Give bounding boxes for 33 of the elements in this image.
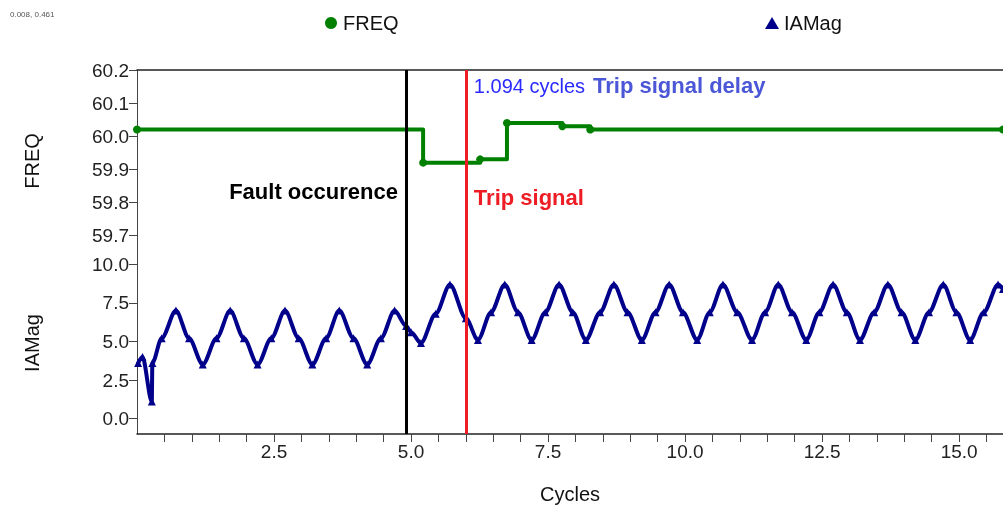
annotation: 1.094 cycles — [473, 75, 586, 97]
x-tick-label: 5.0 — [397, 441, 425, 462]
point — [586, 125, 595, 134]
point — [502, 118, 511, 127]
y-axis-title: FREQ — [21, 133, 43, 189]
legend-label: FREQ — [343, 12, 399, 34]
y-tick-label: 2.5 — [102, 369, 129, 391]
x-tick-label: 12.5 — [803, 441, 841, 462]
point — [476, 155, 485, 164]
legend-label: IAMag — [784, 12, 842, 34]
x-tick-label: 10.0 — [666, 441, 704, 462]
ref-line-label: Fault occurence — [229, 178, 398, 204]
y-tick-label: 59.7 — [92, 224, 129, 246]
y-tick-label: 7.5 — [102, 292, 129, 314]
x-tick-label: 7.5 — [534, 441, 562, 462]
point — [419, 158, 428, 167]
x-tick-label: 15.0 — [940, 441, 978, 462]
point — [558, 122, 567, 131]
text: 0.008, 0.461 — [10, 9, 56, 19]
x-tick-label: 2.5 — [260, 441, 288, 462]
ref-line-label: Trip signal — [473, 184, 584, 210]
x-axis-title: Cycles — [539, 483, 601, 505]
y-tick-label: 10.0 — [92, 253, 129, 275]
y-tick-label: 59.8 — [92, 191, 129, 213]
y-tick-label: 60.1 — [92, 92, 129, 114]
y-tick-label: 60.2 — [92, 59, 129, 81]
annotation: Trip signal delay — [593, 72, 767, 98]
y-tick-label: 60.0 — [92, 125, 129, 147]
y-tick-label: 59.9 — [92, 158, 129, 180]
point — [133, 125, 141, 134]
y-tick-label: 0.0 — [102, 408, 129, 430]
y-axis-title: IAMag — [21, 314, 43, 372]
y-tick-label: 5.0 — [102, 330, 129, 352]
